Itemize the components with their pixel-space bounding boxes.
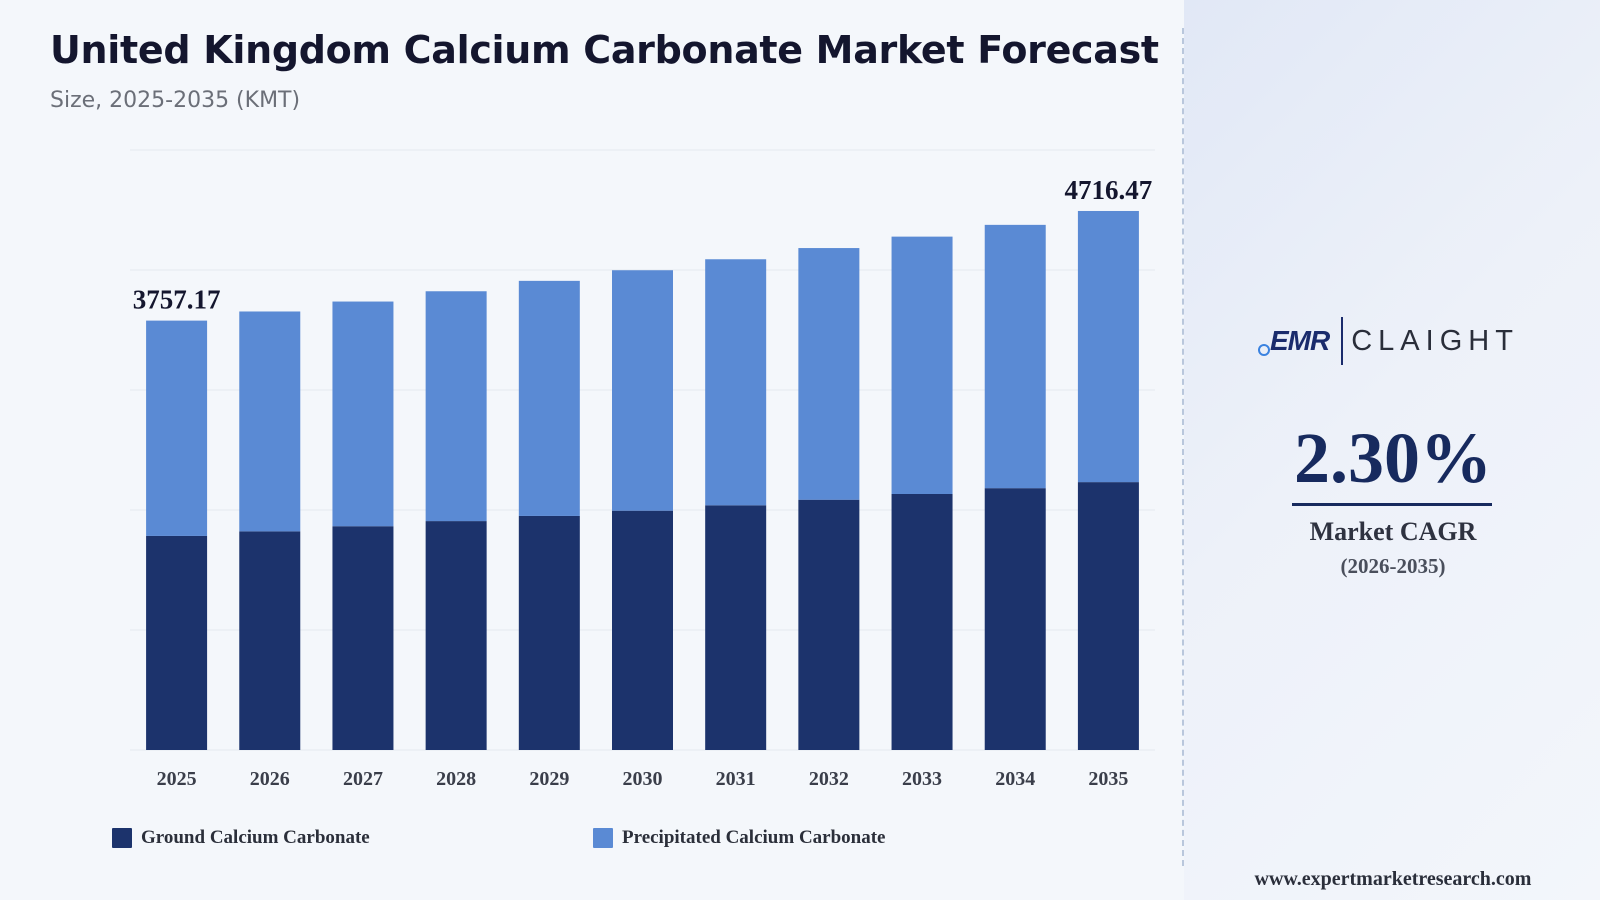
x-tick-label: 2026 (250, 768, 290, 790)
bar-ground-2029 (518, 515, 580, 750)
cagr-value: 2.30% (1294, 418, 1492, 498)
bar-ground-2034 (984, 488, 1046, 750)
logo-emr-text: EMR (1258, 325, 1330, 357)
bar-ground-2028 (425, 521, 487, 750)
panel-divider (1182, 28, 1184, 866)
bar-ground-2033 (891, 494, 953, 750)
cagr-period: (2026-2035) (1340, 554, 1446, 578)
x-tick-label: 2030 (623, 768, 663, 790)
bar-ground-2027 (332, 526, 394, 750)
x-tick-label: 2029 (529, 768, 569, 790)
x-tick-label: 2032 (809, 768, 849, 790)
chart-subtitle: Size, 2025-2035 (KMT) (50, 88, 301, 113)
x-tick-label: 2035 (1088, 768, 1128, 790)
bar-ground-2032 (798, 499, 860, 750)
x-tick-label: 2025 (157, 768, 197, 790)
bar-ground-2035 (1077, 482, 1139, 750)
bar-precipitated-2033 (891, 236, 953, 494)
website-url: www.expertmarketresearch.com (1254, 868, 1532, 890)
logo-claight-text: CLAIGHT (1351, 324, 1519, 357)
x-tick-label: 2034 (995, 768, 1035, 790)
bar-ground-2031 (705, 505, 767, 750)
x-tick-label: 2028 (436, 768, 476, 790)
legend-label-ground: Ground Calcium Carbonate (141, 827, 370, 848)
bar-precipitated-2032 (798, 248, 860, 500)
bar-precipitated-2027 (332, 301, 394, 527)
stacked-bar-chart: 2025 2026 2027 2028 2029 2030 2031 2032 2033 2034… (130, 149, 1155, 790)
bar-ground-2030 (612, 510, 673, 750)
legend-item-precipitated: Precipitated Calcium Carbonate (593, 827, 886, 849)
logo-separator (1341, 317, 1344, 365)
x-tick-label: 2031 (716, 768, 756, 790)
bar-ground-2025 (146, 535, 208, 750)
logo-emr-label: EMR (1270, 325, 1330, 356)
bar-precipitated-2031 (705, 259, 767, 506)
x-tick-label: 2033 (902, 768, 942, 790)
cagr-underline (1292, 503, 1492, 506)
bar-precipitated-2034 (984, 224, 1046, 489)
legend-item-ground: Ground Calcium Carbonate (112, 827, 370, 849)
bar-precipitated-2025 (146, 320, 208, 536)
bar-precipitated-2035 (1077, 210, 1139, 483)
cagr-label: Market CAGR (1309, 517, 1477, 546)
bar-ground-2026 (239, 531, 301, 750)
bar-precipitated-2028 (425, 291, 487, 522)
legend-swatch-precipitated (593, 828, 613, 848)
emr-claight-logo: EMR CLAIGHT (1258, 316, 1519, 366)
bar-precipitated-2026 (239, 311, 301, 532)
summary-panel (1184, 0, 1600, 900)
x-tick-label: 2027 (343, 768, 383, 790)
legend-label-precipitated: Precipitated Calcium Carbonate (622, 827, 886, 848)
data-label-2025: 3757.17 (133, 285, 221, 315)
bar-precipitated-2030 (612, 270, 673, 511)
bar-precipitated-2029 (518, 280, 580, 516)
logo-dot-icon (1258, 344, 1270, 356)
data-label-2035: 4716.47 (1065, 175, 1153, 205)
legend-swatch-ground (112, 828, 132, 848)
chart-title: United Kingdom Calcium Carbonate Market … (50, 28, 1159, 72)
